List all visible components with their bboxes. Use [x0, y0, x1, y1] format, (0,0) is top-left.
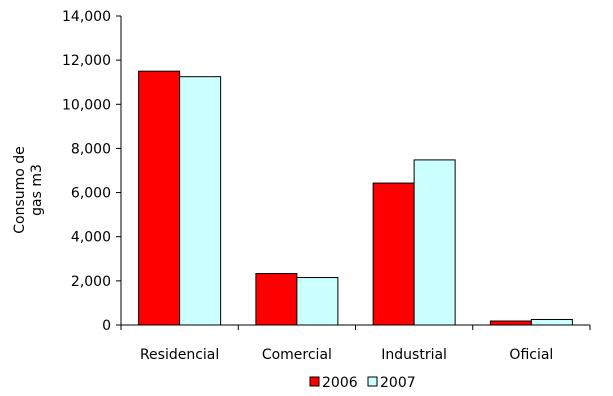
bar-industrial-2007	[413, 159, 456, 326]
y-tick-label: 12,000	[62, 53, 111, 69]
y-axis-label: Consumo de gas m3	[12, 146, 45, 234]
bar-comercial-2006	[255, 273, 298, 326]
x-axis-ticks: Residencial Comercial Industrial Oficial	[120, 325, 591, 363]
x-tick-label: Oficial	[509, 347, 553, 363]
bar-residencial-2007	[179, 76, 222, 326]
legend-swatch-2006	[309, 376, 320, 387]
y-tick-label: 8,000	[71, 141, 111, 157]
bar-residencial-2006	[138, 70, 181, 326]
x-tick-label: Industrial	[381, 347, 447, 363]
y-axis-label-line-2: gas m3	[29, 164, 45, 216]
bar-oficial-2007	[530, 318, 573, 326]
legend: 2006 2007	[309, 375, 416, 391]
bar-industrial-2006	[372, 182, 415, 326]
x-tick-label: Comercial	[262, 347, 332, 363]
legend-label-2006: 2006	[322, 375, 358, 391]
y-tick-label: 0	[102, 318, 111, 334]
x-tick-label: Residencial	[140, 347, 219, 363]
y-tick-label: 4,000	[71, 230, 111, 246]
y-axis-ticks: 0 2,000 4,000 6,000 8,000 10,000 12,000 14,000	[62, 9, 121, 334]
y-tick-label: 2,000	[71, 274, 111, 290]
bar-comercial-2007	[296, 277, 339, 326]
legend-label-2007: 2007	[380, 375, 416, 391]
y-tick-label: 10,000	[62, 97, 111, 113]
y-tick-label: 6,000	[71, 186, 111, 202]
y-axis-label-line-1: Consumo de	[12, 146, 28, 234]
legend-swatch-2007	[367, 376, 378, 387]
bars	[138, 70, 573, 326]
bar-oficial-2006	[489, 320, 532, 326]
y-tick-label: 14,000	[62, 9, 111, 25]
